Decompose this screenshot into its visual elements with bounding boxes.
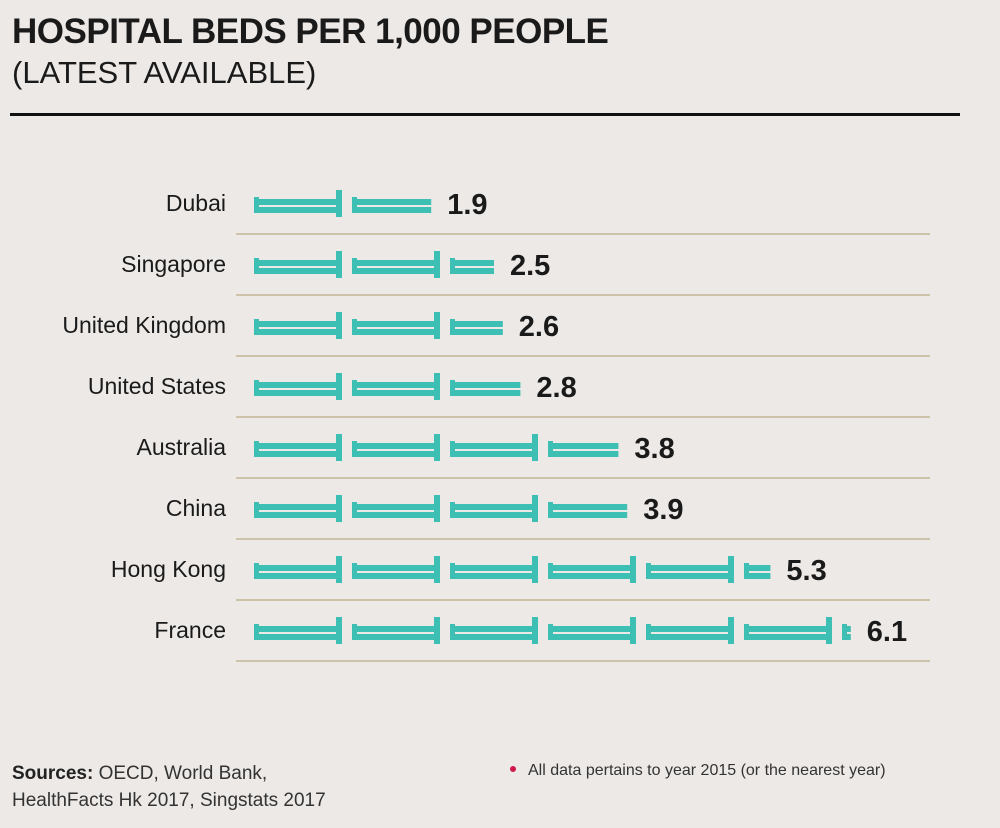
bed-icon [352, 197, 432, 213]
sources-note: Sources: OECD, World Bank, HealthFacts H… [12, 760, 432, 814]
category-label: Australia [137, 434, 227, 460]
bar-row: China 3.9 [166, 494, 930, 540]
bed-icon [450, 617, 538, 644]
bed-icon [254, 373, 342, 400]
bed-icon [352, 251, 440, 278]
bed-icon [450, 319, 503, 335]
value-label: 1.9 [447, 189, 487, 221]
bed-icon [744, 617, 832, 644]
value-label: 2.6 [519, 311, 559, 343]
bed-icon [352, 495, 440, 522]
bar-row: United States 2.8 [88, 372, 930, 418]
bed-icon [450, 258, 494, 274]
bed-icon [744, 563, 771, 579]
bar-row: United Kingdom 2.6 [62, 311, 930, 357]
bed-icon [548, 502, 628, 518]
bed-icon [352, 312, 440, 339]
bed-icon [450, 434, 538, 461]
value-label: 6.1 [867, 616, 907, 648]
value-label: 3.8 [634, 433, 674, 465]
category-label: Hong Kong [111, 556, 226, 582]
bed-icon [548, 556, 636, 583]
page-subtitle: (LATEST AVAILABLE) [12, 55, 317, 90]
bar-row: Hong Kong 5.3 [111, 555, 930, 601]
bed-icon [450, 556, 538, 583]
bed-icon [254, 434, 342, 461]
bed-icon [254, 312, 342, 339]
bed-icon [548, 441, 619, 457]
bar [254, 312, 503, 339]
footnote-text: All data pertains to year 2015 (or the n… [528, 762, 886, 779]
bed-icon [646, 556, 734, 583]
title-divider [10, 113, 960, 116]
footnote: All data pertains to year 2015 (or the n… [510, 762, 886, 780]
page-title: HOSPITAL BEDS PER 1,000 PEOPLE [12, 12, 609, 51]
bed-icon [450, 495, 538, 522]
bar-row: France 6.1 [154, 616, 930, 662]
category-label: United States [88, 373, 226, 399]
bed-icon [352, 373, 440, 400]
footnote-bullet-icon [510, 765, 516, 772]
bed-icon [254, 190, 342, 217]
value-label: 3.9 [643, 494, 683, 526]
category-label: Dubai [166, 190, 226, 216]
bed-icon [548, 617, 636, 644]
sources-label: Sources: [12, 763, 94, 784]
bed-icon [254, 617, 342, 644]
bar [254, 434, 619, 461]
bed-icon [254, 251, 342, 278]
bar-row: Singapore 2.5 [121, 250, 930, 296]
sources-line2: HealthFacts Hk 2017, Singstats 2017 [12, 790, 326, 811]
bed-icon [450, 380, 521, 396]
bar [254, 373, 521, 400]
bed-icon [254, 556, 342, 583]
bed-icon [352, 556, 440, 583]
category-label: United Kingdom [62, 312, 226, 338]
bar-row: Dubai 1.9 [166, 189, 930, 235]
category-label: France [154, 617, 226, 643]
bar [254, 617, 851, 644]
bed-icon [254, 495, 342, 522]
bed-icon [352, 617, 440, 644]
category-label: Singapore [121, 251, 226, 277]
bed-icon [842, 624, 851, 640]
bar [254, 190, 432, 217]
bar [254, 556, 771, 583]
sources-text: OECD, World Bank, [93, 763, 268, 784]
bar-row: Australia 3.8 [137, 433, 930, 479]
category-label: China [166, 495, 226, 521]
bar [254, 495, 628, 522]
bed-icon [646, 617, 734, 644]
bar [254, 251, 494, 278]
value-label: 5.3 [786, 555, 826, 587]
bed-icon [352, 434, 440, 461]
value-label: 2.8 [536, 372, 576, 404]
value-label: 2.5 [510, 250, 550, 282]
